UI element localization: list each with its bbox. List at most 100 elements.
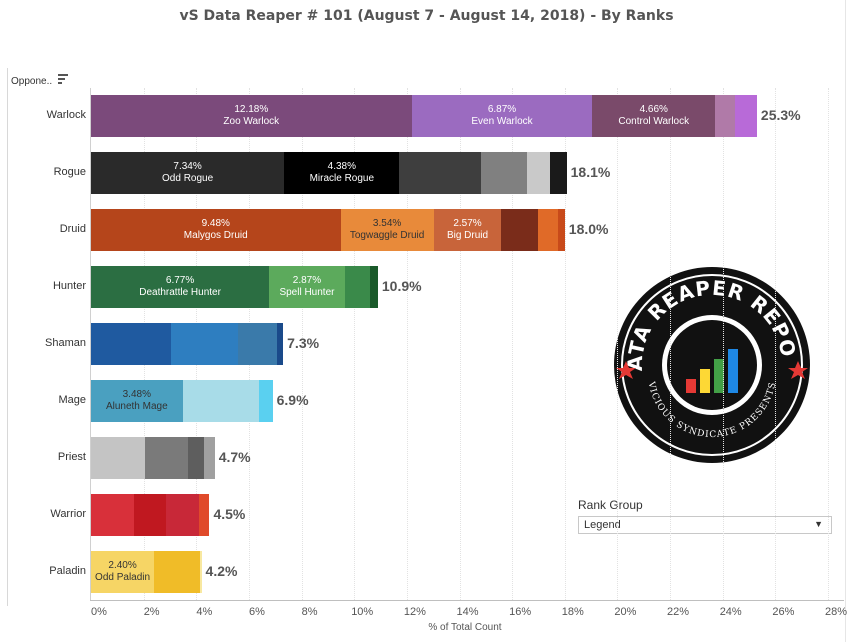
bar-total-label: 4.5% <box>213 506 246 522</box>
category-label: Rogue <box>53 166 86 178</box>
sort-icon[interactable] <box>58 74 70 84</box>
rank-group-dropdown[interactable]: Legend ▼ <box>578 516 832 534</box>
bar-segment[interactable]: 3.54% Togwaggle Druid <box>340 209 434 251</box>
logo-bar <box>700 369 710 393</box>
rank-group-title: Rank Group <box>578 498 643 512</box>
segment-percent: 7.34% <box>173 161 202 172</box>
segment-percent: 3.54% <box>372 218 402 229</box>
bar-segment[interactable] <box>134 494 166 536</box>
bar-segment[interactable] <box>276 323 284 365</box>
bar-segment[interactable]: 2.57% Big Druid <box>433 209 502 251</box>
x-tick-label: 16% <box>509 606 532 618</box>
bar-segment[interactable] <box>370 266 378 308</box>
opponent-column-header[interactable]: Oppone.. <box>11 76 53 87</box>
bar-segment[interactable] <box>549 152 567 194</box>
logo-bar <box>728 349 738 393</box>
bar-segment[interactable] <box>154 551 201 593</box>
x-gridline <box>354 88 356 600</box>
bar-segment[interactable] <box>344 266 370 308</box>
frame-left-border <box>7 68 8 606</box>
segment-percent: 9.48% <box>201 218 230 229</box>
bar-total-label: 7.3% <box>287 335 320 351</box>
segment-percent: 3.48% <box>122 389 151 400</box>
bar-segment[interactable] <box>557 209 565 251</box>
bar-segment[interactable]: 3.48% Aluneth Mage <box>91 380 183 422</box>
bar-segment[interactable] <box>144 437 189 479</box>
x-tick-label: 28% <box>824 606 848 618</box>
category-label: Paladin <box>49 565 86 577</box>
bar-segment[interactable]: 4.38% Miracle Rogue <box>284 152 400 194</box>
logo-bar-icon <box>686 349 738 393</box>
bar-segment[interactable]: 6.77% Deathrattle Hunter <box>91 266 270 308</box>
bar-segment[interactable]: 7.34% Odd Rogue <box>91 152 285 194</box>
bar-segment[interactable] <box>481 152 528 194</box>
bar-segment[interactable]: 2.40% Odd Paladin <box>91 551 155 593</box>
bar-segment[interactable]: 2.87% Spell Hunter <box>269 266 345 308</box>
bar-total-label: 4.2% <box>205 563 238 579</box>
x-tick-label: 26% <box>772 606 795 618</box>
x-tick-label: 14% <box>456 606 479 618</box>
frame-right-border <box>845 0 846 642</box>
x-gridline <box>406 88 408 600</box>
chevron-down-icon: ▼ <box>814 519 823 529</box>
category-label: Warrior <box>50 508 86 520</box>
segment-archetype: Big Druid <box>446 230 489 241</box>
bar-segment[interactable] <box>238 323 277 365</box>
segment-percent: 6.87% <box>487 104 517 115</box>
x-tick-label: 4% <box>196 606 213 618</box>
bar-segment[interactable]: 4.66% Control Warlock <box>592 95 716 137</box>
x-tick-label: 2% <box>143 606 160 618</box>
category-label: Priest <box>57 451 86 463</box>
bar-segment[interactable] <box>259 380 273 422</box>
bar-segment-label: 2.57% Big Druid <box>434 218 502 242</box>
x-gridline <box>301 88 303 600</box>
x-tick-label: 24% <box>719 606 742 618</box>
bar-segment[interactable] <box>91 323 172 365</box>
bar-segment[interactable] <box>715 95 735 137</box>
bar-segment[interactable] <box>188 437 205 479</box>
bar-segment-label: 4.66% Control Warlock <box>592 104 715 128</box>
x-tick-label: 20% <box>614 606 637 618</box>
bar-segment[interactable] <box>91 494 135 536</box>
segment-archetype: Malygos Druid <box>183 230 248 241</box>
bar-segment-label: 2.40% Odd Paladin <box>91 560 154 584</box>
bar-segment[interactable]: 9.48% Malygos Druid <box>91 209 341 251</box>
bar-segment[interactable]: 12.18% Zoo Warlock <box>91 95 412 137</box>
bar-segment[interactable] <box>204 437 215 479</box>
bar-segment-label: 2.87% Spell Hunter <box>269 275 345 299</box>
logo-inner-core <box>667 320 757 410</box>
segment-archetype: Deathrattle Hunter <box>139 287 221 298</box>
bar-segment[interactable] <box>198 494 210 536</box>
category-label: Mage <box>58 394 86 406</box>
segment-archetype: Miracle Rogue <box>309 173 375 184</box>
plot-left-axis <box>90 88 91 600</box>
bar-segment-label: 9.48% Malygos Druid <box>91 218 341 242</box>
bar-segment-label: 3.48% Aluneth Mage <box>91 389 183 413</box>
bar-segment[interactable] <box>200 551 203 593</box>
bar-segment[interactable] <box>182 380 260 422</box>
bar-segment[interactable]: 6.87% Even Warlock <box>411 95 593 137</box>
segment-archetype: Odd Paladin <box>95 572 151 583</box>
bar-segment[interactable] <box>501 209 539 251</box>
logo-bar <box>686 379 696 393</box>
segment-archetype: Control Warlock <box>618 116 690 127</box>
bar-total-label: 4.7% <box>218 449 251 465</box>
bar-segment[interactable] <box>527 152 550 194</box>
logo-bar <box>714 359 724 393</box>
x-tick-label: 8% <box>301 606 318 618</box>
segment-archetype: Zoo Warlock <box>223 116 280 127</box>
bar-total-label: 25.3% <box>760 107 801 123</box>
bar-segment[interactable] <box>399 152 482 194</box>
bar-segment[interactable] <box>91 437 145 479</box>
bar-segment[interactable] <box>734 95 757 137</box>
category-label: Hunter <box>52 280 86 292</box>
logo-star-right <box>788 361 808 379</box>
category-label: Druid <box>59 223 86 235</box>
bar-total-label: 10.9% <box>381 278 422 294</box>
x-gridline <box>670 88 672 600</box>
bar-segment[interactable] <box>166 494 199 536</box>
bar-segment[interactable] <box>538 209 558 251</box>
bar-total-label: 18.1% <box>570 164 611 180</box>
bar-segment[interactable] <box>171 323 239 365</box>
x-tick-label: 22% <box>667 606 690 618</box>
